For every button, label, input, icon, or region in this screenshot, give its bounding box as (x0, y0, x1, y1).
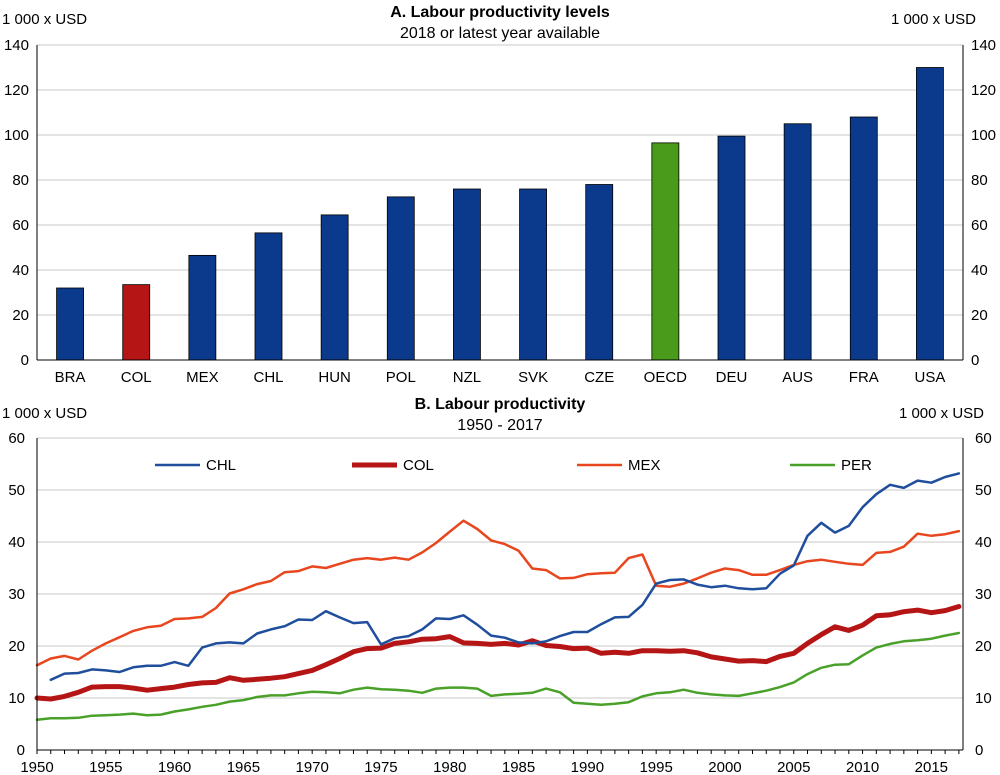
panel-a-x-tick: POL (386, 369, 416, 386)
panel-b-y-tick-left: 60 (8, 430, 25, 447)
panel-b-y-tick-left: 30 (8, 586, 25, 603)
panel-a-bar (320, 214, 349, 361)
panel-a-gridlines (37, 44, 963, 316)
panel-a-bar (585, 184, 614, 361)
panel-b-y-tick-right: 0 (975, 742, 983, 759)
panel-a-bar (386, 196, 415, 361)
panel-a-bar (849, 116, 878, 361)
panel-a-x-tick: NZL (453, 369, 481, 386)
panel-a-x-tick: USA (915, 369, 946, 386)
panel-b-x-tick: 1990 (571, 759, 604, 775)
panel-b-legend: CHL COL MEX PER (155, 457, 872, 474)
panel-b-x-tick: 2015 (915, 759, 948, 775)
panel-b-y-tick-left: 40 (8, 534, 25, 551)
panel-b-y-tick-right: 10 (975, 690, 992, 707)
panel-a-y-tick-right: 80 (971, 172, 988, 189)
panel-a-bar (717, 135, 746, 361)
series-line-chl (49, 472, 961, 682)
panel-b-x-tick: 2005 (777, 759, 810, 775)
panel-b-x-tick: 2010 (846, 759, 879, 775)
series-line-per (35, 631, 961, 722)
panel-b-x-tick: 1965 (227, 759, 260, 775)
panel-b-y-tick-left: 20 (8, 638, 25, 655)
panel-a-y-tick-left: 0 (21, 352, 29, 369)
legend-label-chl: CHL (206, 457, 236, 474)
panel-b-y-tick-left: 0 (17, 742, 25, 759)
panel-a-y-tick-right: 40 (971, 262, 988, 279)
panel-a-y-tick-left: 20 (12, 307, 29, 324)
panel-a-axes: 0 0 20 20 40 40 60 60 80 80 100 100 120 120 140 140 BRA C… (4, 37, 996, 386)
panel-a-y-tick-left: 40 (12, 262, 29, 279)
panel-b-x-tick: 2000 (708, 759, 741, 775)
panel-a-y-tick-right: 140 (971, 37, 996, 54)
panel-a-subtitle: 2018 or latest year available (400, 25, 600, 42)
panel-a-x-tick: AUS (782, 369, 813, 386)
panel-a-title: A. Labour productivity levels (390, 4, 610, 21)
panel-b-x-tick: 1975 (364, 759, 397, 775)
panel-b-x-tick: 1980 (433, 759, 466, 775)
series-line-col (34, 604, 962, 702)
panel-b-right-unit: 1 000 x USD (899, 405, 984, 422)
legend-label-per: PER (841, 457, 872, 474)
legend-label-mex: MEX (628, 457, 661, 474)
panel-b-x-tick: 1985 (502, 759, 535, 775)
panel-b-line-chart: B. Labour productivity 1950 - 2017 1 000… (2, 396, 992, 775)
panel-b-axes: 0 0 10 10 20 20 30 30 40 40 50 50 60 60 1950 1955 1960 19… (8, 430, 991, 775)
panel-a-bar (188, 254, 217, 361)
panel-a-y-tick-left: 80 (12, 172, 29, 189)
panel-b-series-lines (34, 472, 962, 722)
panel-a-x-tick: BRA (55, 369, 86, 386)
panel-a-x-tick: HUN (318, 369, 351, 386)
panel-a-bar (519, 188, 547, 361)
panel-b-left-unit: 1 000 x USD (2, 405, 87, 422)
panel-a-y-tick-right: 0 (971, 352, 979, 369)
panel-b-x-tick: 1970 (295, 759, 328, 775)
panel-b-x-tick: 1950 (20, 759, 53, 775)
panel-a-y-tick-left: 140 (4, 37, 29, 54)
panel-a-bar (916, 67, 944, 361)
panel-a-x-tick: CHL (253, 369, 283, 386)
panel-a-x-tick: CZE (584, 369, 614, 386)
panel-b-y-tick-right: 60 (975, 430, 992, 447)
panel-b-subtitle: 1950 - 2017 (457, 417, 543, 434)
panel-b-y-tick-left: 50 (8, 482, 25, 499)
panel-b-x-tick: 1955 (89, 759, 122, 775)
panel-a-bar (56, 287, 84, 361)
panel-a-x-tick: OECD (644, 369, 688, 386)
panel-b-x-tick: 1960 (158, 759, 191, 775)
panel-a-y-tick-left: 120 (4, 82, 29, 99)
panel-a-y-tick-left: 60 (12, 217, 29, 234)
panel-a-bar (783, 123, 812, 361)
panel-a-x-tick: DEU (716, 369, 748, 386)
series-line-mex (35, 519, 961, 667)
legend-label-col: COL (403, 457, 434, 474)
panel-a-x-tick: FRA (849, 369, 879, 386)
panel-a-y-tick-left: 100 (4, 127, 29, 144)
panel-a-y-tick-right: 100 (971, 127, 996, 144)
panel-b-x-tick: 1995 (639, 759, 672, 775)
panel-b-y-tick-right: 30 (975, 586, 992, 603)
panel-a-y-tick-right: 20 (971, 307, 988, 324)
panel-a-bar (453, 188, 481, 361)
panel-a-bar (651, 142, 680, 361)
panel-a-bar (254, 232, 283, 361)
panel-a-y-tick-right: 60 (971, 217, 988, 234)
panel-b-gridlines (37, 437, 963, 699)
panel-a-x-tick: MEX (186, 369, 219, 386)
panel-b-y-tick-right: 50 (975, 482, 992, 499)
panel-a-x-tick: COL (121, 369, 152, 386)
panel-a-right-unit: 1 000 x USD (891, 11, 976, 28)
panel-a-x-tick: SVK (518, 369, 548, 386)
panel-b-title: B. Labour productivity (415, 396, 586, 413)
panel-b-y-tick-left: 10 (8, 690, 25, 707)
panel-a-bar (122, 284, 151, 361)
panel-a-bar-chart: A. Labour productivity levels 2018 or la… (2, 4, 996, 386)
panel-b-y-tick-right: 20 (975, 638, 992, 655)
panel-a-y-tick-right: 120 (971, 82, 996, 99)
panel-a-bars (56, 67, 944, 361)
panel-a-left-unit: 1 000 x USD (2, 11, 87, 28)
panel-b-y-tick-right: 40 (975, 534, 992, 551)
